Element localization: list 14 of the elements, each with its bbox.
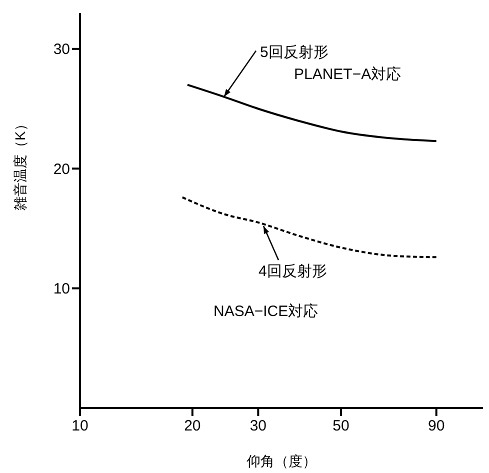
y-tick-label: 20 [53, 160, 70, 178]
x-axis-title: 仰角（度） [246, 453, 316, 469]
x-tick-label: 50 [332, 418, 350, 435]
y-axis-title: 雑音温度（K） [12, 117, 28, 210]
y-tick-label: 10 [53, 280, 70, 298]
annotation: 4回反射形 [258, 263, 327, 280]
x-tick-label: 20 [184, 418, 201, 435]
annotation: NASA−ICE対応 [213, 303, 318, 320]
y-tick-label: 30 [53, 41, 70, 58]
x-tick-label: 10 [72, 418, 88, 435]
x-tick-label: 30 [250, 418, 267, 435]
annotation: PLANET−A対応 [294, 66, 402, 83]
x-tick-label: 90 [428, 418, 445, 435]
annotation: 5回反射形 [260, 44, 328, 61]
